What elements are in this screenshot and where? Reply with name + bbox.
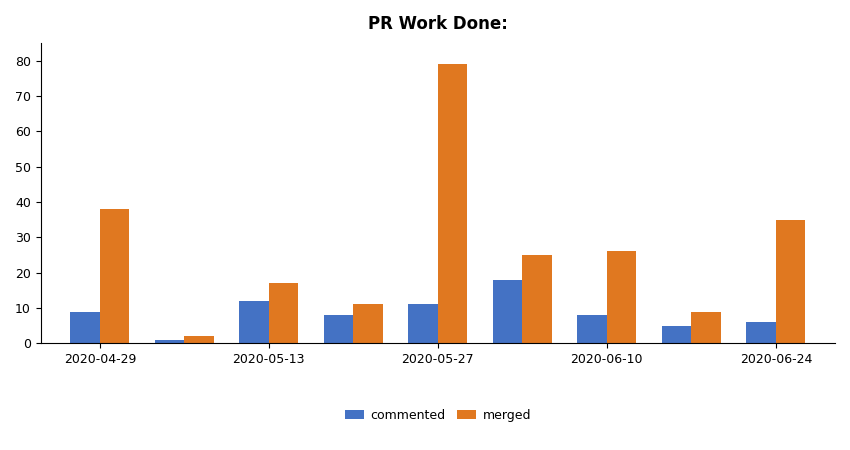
- Bar: [269, 284, 298, 343]
- Bar: [577, 315, 607, 343]
- Bar: [71, 311, 99, 343]
- Bar: [493, 280, 523, 343]
- Bar: [691, 311, 721, 343]
- Bar: [523, 255, 552, 343]
- Bar: [324, 315, 354, 343]
- Legend: commented, merged: commented, merged: [340, 404, 536, 427]
- Bar: [746, 322, 776, 343]
- Bar: [155, 340, 184, 343]
- Bar: [662, 326, 691, 343]
- Bar: [99, 209, 129, 343]
- Bar: [184, 336, 214, 343]
- Title: PR Work Done:: PR Work Done:: [368, 15, 507, 33]
- Bar: [776, 220, 806, 343]
- Bar: [438, 64, 468, 343]
- Bar: [354, 305, 383, 343]
- Bar: [607, 252, 637, 343]
- Bar: [408, 305, 438, 343]
- Bar: [240, 301, 269, 343]
